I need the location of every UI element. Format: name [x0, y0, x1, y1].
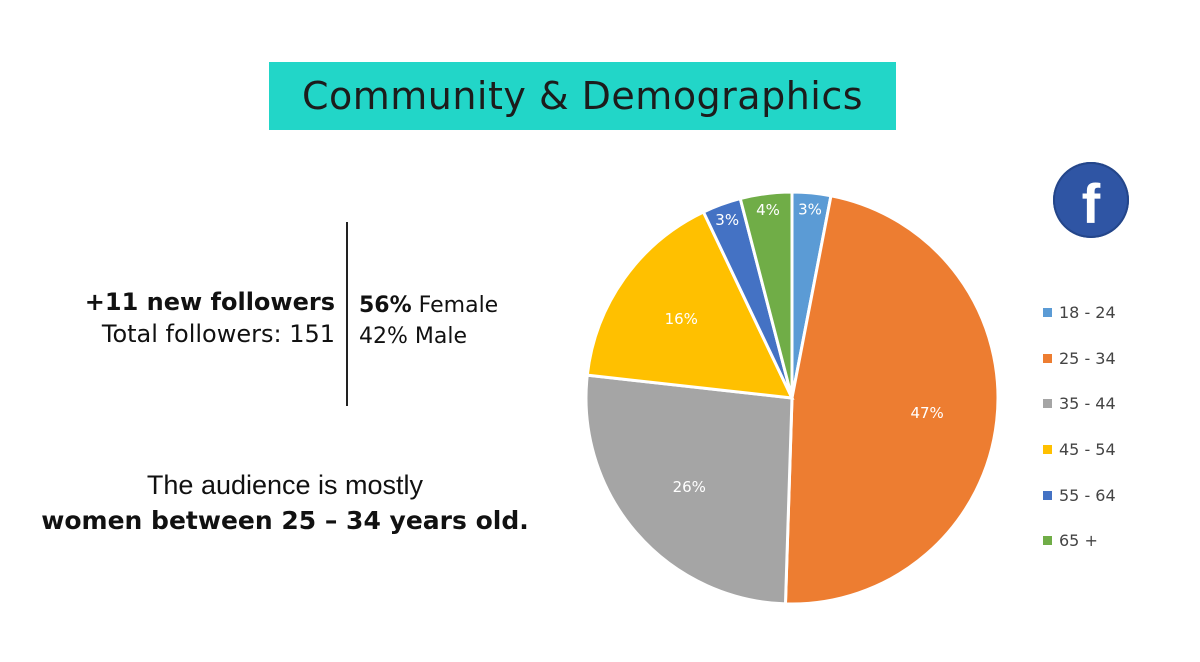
- data-label-0: 3%: [798, 200, 822, 218]
- legend-swatch-4: [1043, 490, 1052, 500]
- legend-item-2: 35 - 44: [1043, 381, 1116, 427]
- legend-swatch-0: [1043, 308, 1052, 318]
- male-percent: 42%: [359, 324, 408, 349]
- legend-label-2: 35 - 44: [1059, 394, 1116, 414]
- legend-swatch-2: [1043, 399, 1052, 409]
- title-banner: Community & Demographics: [269, 62, 896, 130]
- pie-slice-2: [584, 373, 794, 606]
- facebook-glyph: f: [1081, 172, 1101, 235]
- legend-swatch-3: [1043, 445, 1052, 455]
- data-label-5: 4%: [756, 201, 780, 219]
- data-label-1: 47%: [910, 404, 943, 422]
- data-label-3: 16%: [665, 310, 698, 328]
- legend-swatch-5: [1043, 536, 1052, 546]
- new-followers-text: +11 new followers: [84, 288, 335, 316]
- chart-legend: 18 - 24 25 - 34 35 - 44 45 - 54 55 - 64 65 +: [1043, 290, 1116, 564]
- gender-stats: 56% Female 42% Male: [359, 290, 498, 352]
- legend-item-5: 65 +: [1043, 518, 1116, 564]
- summary-line-2: women between 25 – 34 years old.: [41, 506, 529, 535]
- followers-stats: +11 new followers Total followers: 151: [60, 286, 335, 350]
- legend-label-5: 65 +: [1059, 531, 1098, 551]
- legend-swatch-1: [1043, 353, 1052, 363]
- pie-slice-1: [783, 193, 1000, 606]
- male-label: Male: [414, 324, 468, 349]
- pie-slice-3: [585, 209, 795, 400]
- female-label: Female: [418, 293, 499, 318]
- legend-label-4: 55 - 64: [1059, 485, 1116, 505]
- pie-slice-5: [738, 190, 794, 399]
- legend-item-0: 18 - 24: [1043, 290, 1116, 336]
- summary-line-1: The audience is mostly: [146, 470, 424, 500]
- stats-divider: [346, 222, 348, 406]
- data-label-2: 26%: [673, 478, 706, 496]
- female-row: 56% Female: [359, 290, 498, 321]
- legend-item-3: 45 - 54: [1043, 427, 1116, 473]
- audience-summary: The audience is mostly women between 25 …: [40, 468, 530, 538]
- legend-label-1: 25 - 34: [1059, 348, 1116, 368]
- legend-item-1: 25 - 34: [1043, 336, 1116, 382]
- total-followers-text: Total followers: 151: [101, 320, 335, 348]
- legend-item-4: 55 - 64: [1043, 472, 1116, 518]
- legend-label-0: 18 - 24: [1059, 303, 1116, 323]
- page-title: Community & Demographics: [301, 74, 864, 118]
- legend-label-3: 45 - 54: [1059, 440, 1116, 460]
- female-percent: 56%: [359, 293, 412, 318]
- male-row: 42% Male: [359, 321, 498, 352]
- data-label-4: 3%: [715, 211, 739, 229]
- facebook-icon: f: [1053, 162, 1129, 238]
